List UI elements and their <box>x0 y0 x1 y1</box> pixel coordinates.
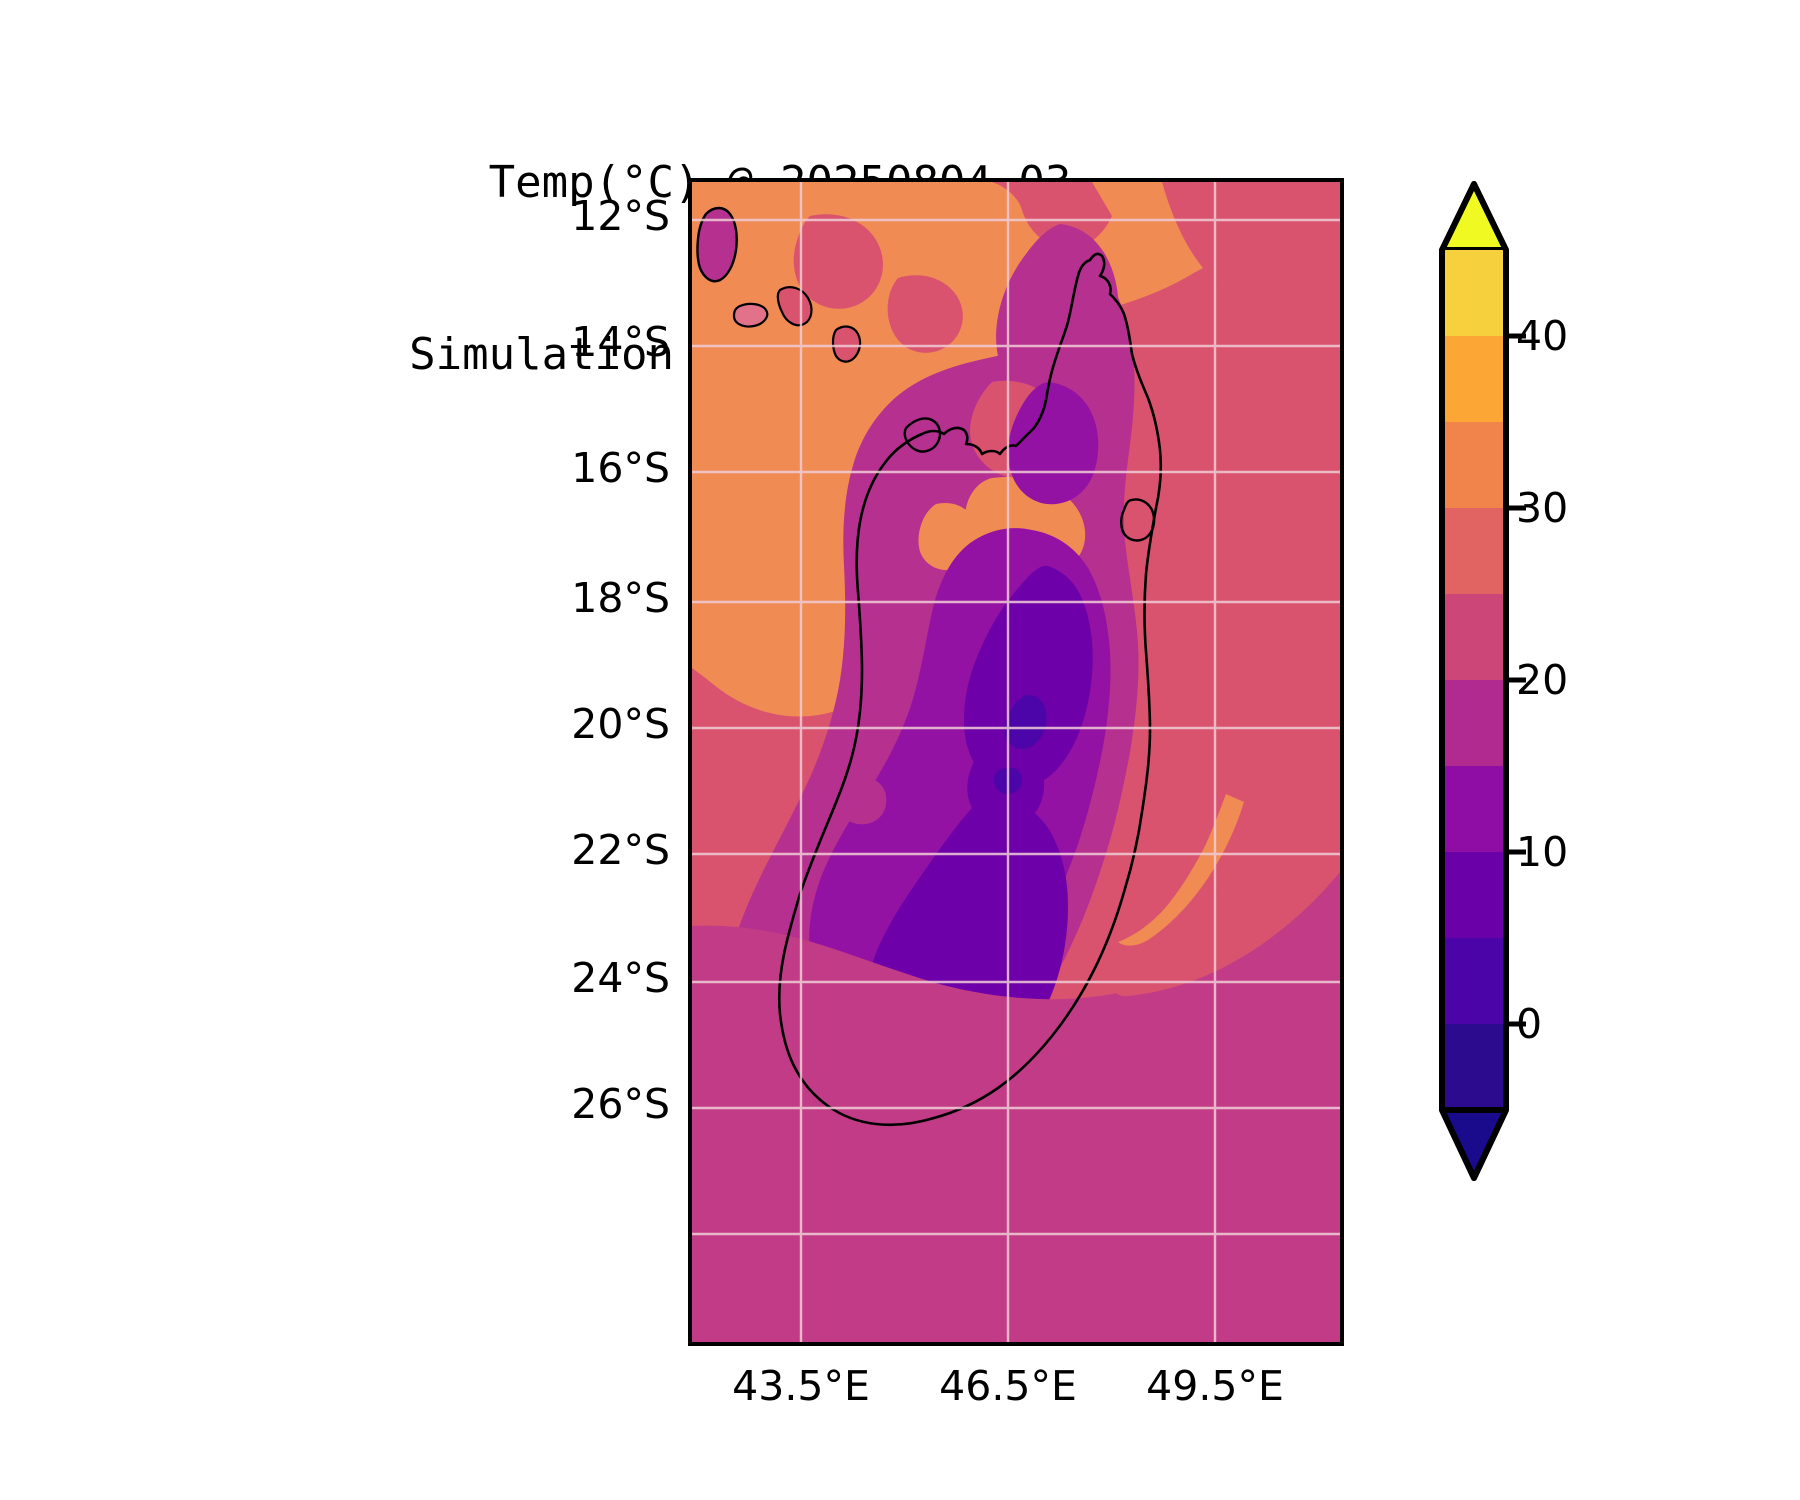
contour-band-5-10-core-north <box>964 565 1093 789</box>
xtick-label-495e: 49.5°E <box>1146 1362 1284 1410</box>
madagascar-coastline <box>777 252 1163 1127</box>
map-gridlines <box>692 182 1340 1342</box>
ytick-label-14s: 14°S <box>571 318 670 366</box>
mayotte-island-coast <box>831 325 862 363</box>
ytick-label-22s: 22°S <box>571 826 670 874</box>
contour-band-25-30-nw-tail <box>842 182 1012 307</box>
ytick-label-18s: 18°S <box>571 574 670 622</box>
colorbar-band-5-10 <box>1442 852 1506 938</box>
colorbar-band-30-35 <box>1442 422 1506 508</box>
ytick-label-16s: 16°S <box>571 444 670 492</box>
moheli-island-coast <box>732 302 769 328</box>
colorbar-band-10-15 <box>1442 766 1506 852</box>
masoala-peninsula-coast <box>1120 498 1156 542</box>
contour-band-15-20-north-tip <box>996 224 1119 402</box>
colorbar-tick-label-10: 10 <box>1516 828 1569 876</box>
contour-band-20-25-reentrant-1 <box>793 214 883 309</box>
colorbar-band-0-5 <box>1442 938 1506 1024</box>
colorbar-outline <box>1439 181 1509 1181</box>
contour-band-0-5-peak <box>1004 694 1047 749</box>
grande-comore-island-coast <box>696 206 738 283</box>
northwest-inlet-coast <box>903 417 942 453</box>
ytick-label-26s: 26°S <box>571 1080 670 1128</box>
colorbar-band-20-25 <box>1442 594 1506 680</box>
colorbar-band-35-40 <box>1442 336 1506 422</box>
colorbar-band-25-30 <box>1442 508 1506 594</box>
colorbar-tick-label-20: 20 <box>1516 656 1569 704</box>
colorbar[interactable]: 40 30 20 10 0 <box>1430 170 1760 1230</box>
ytick-label-20s: 20°S <box>571 700 670 748</box>
ytick-label-12s: 12°S <box>571 192 670 240</box>
colorbar-tick-label-40: 40 <box>1516 312 1569 360</box>
contour-band-20-25-southeast-strip <box>1102 742 1340 997</box>
colorbar-band-40-45 <box>1442 250 1506 336</box>
colorbar-band-neg5-0 <box>1442 1024 1506 1110</box>
colorbar-band-15-20 <box>1442 680 1506 766</box>
contour-hole-15-20-valley-1 <box>878 620 926 668</box>
xtick-label-465e: 46.5°E <box>939 1362 1077 1410</box>
xtick-label-435e: 43.5°E <box>732 1362 870 1410</box>
colorbar-swatches <box>1439 181 1526 1181</box>
contour-band-20-25-reentrant-2 <box>887 275 963 353</box>
colorbar-tick-label-30: 30 <box>1516 484 1569 532</box>
contour-band-10-15-north-massif <box>1008 382 1099 505</box>
contour-band-25-30-southwest-fringe <box>1118 794 1244 946</box>
colorbar-tick-label-0: 0 <box>1516 1000 1543 1048</box>
colorbar-tickmarks <box>1506 333 1526 1027</box>
colorbar-over-arrow <box>1439 181 1509 253</box>
colorbar-under-arrow <box>1439 1107 1509 1181</box>
ytick-label-24s: 24°S <box>571 954 670 1002</box>
contour-hole-15-20-valley-2 <box>837 776 887 825</box>
temperature-contour-map <box>692 182 1340 1342</box>
contour-band-20-25-east-ocean <box>1162 182 1340 362</box>
map-plot-area[interactable] <box>688 178 1344 1346</box>
